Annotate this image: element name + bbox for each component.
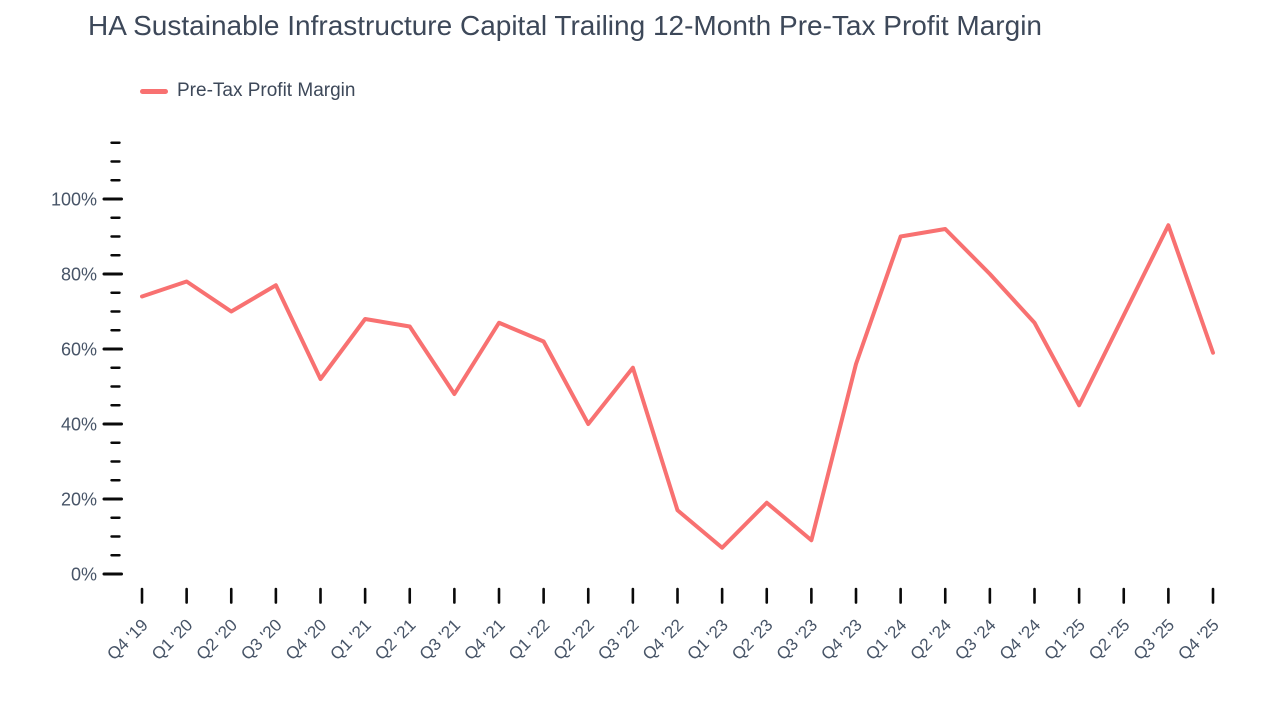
svg-text:Q1 '21: Q1 '21 <box>326 615 374 663</box>
svg-text:Q3 '20: Q3 '20 <box>237 615 285 663</box>
svg-text:Q2 '22: Q2 '22 <box>550 615 598 663</box>
chart-title: HA Sustainable Infrastructure Capital Tr… <box>88 10 1042 41</box>
svg-text:Q3 '23: Q3 '23 <box>773 615 821 663</box>
svg-text:80%: 80% <box>61 265 97 285</box>
svg-text:Q3 '24: Q3 '24 <box>951 615 999 663</box>
svg-text:Q2 '21: Q2 '21 <box>371 615 419 663</box>
svg-text:Q4 '23: Q4 '23 <box>817 615 865 663</box>
svg-text:Q1 '22: Q1 '22 <box>505 615 553 663</box>
svg-text:Q2 '24: Q2 '24 <box>907 615 955 663</box>
svg-text:Q4 '25: Q4 '25 <box>1174 615 1222 663</box>
svg-text:Q2 '20: Q2 '20 <box>193 615 241 663</box>
svg-text:Q4 '21: Q4 '21 <box>460 615 508 663</box>
svg-text:Q4 '20: Q4 '20 <box>282 615 330 663</box>
svg-text:60%: 60% <box>61 340 97 360</box>
svg-text:Q3 '21: Q3 '21 <box>416 615 464 663</box>
svg-text:40%: 40% <box>61 415 97 435</box>
y-axis-labels: 0% 20% 40% 60% 80% 100% <box>51 190 97 585</box>
svg-text:Q4 '22: Q4 '22 <box>639 615 687 663</box>
x-axis-ticks <box>140 587 1215 604</box>
svg-text:Q3 '22: Q3 '22 <box>594 615 642 663</box>
svg-text:Q2 '25: Q2 '25 <box>1085 615 1133 663</box>
svg-text:Q1 '25: Q1 '25 <box>1040 615 1088 663</box>
legend-line-swatch <box>140 88 168 94</box>
series-line-pre-tax-profit-margin <box>140 223 1215 550</box>
svg-text:Q1 '23: Q1 '23 <box>683 615 731 663</box>
svg-text:Q4 '24: Q4 '24 <box>996 615 1044 663</box>
legend: Pre-Tax Profit Margin <box>140 80 355 102</box>
svg-text:Q1 '20: Q1 '20 <box>148 615 196 663</box>
svg-text:Q3 '25: Q3 '25 <box>1130 615 1178 663</box>
svg-text:0%: 0% <box>71 565 97 585</box>
svg-text:20%: 20% <box>61 490 97 510</box>
svg-text:Q1 '24: Q1 '24 <box>862 615 910 663</box>
svg-text:Q2 '23: Q2 '23 <box>728 615 776 663</box>
legend-label: Pre-Tax Profit Margin <box>177 80 356 101</box>
svg-text:100%: 100% <box>51 190 97 210</box>
svg-text:Q4 '19: Q4 '19 <box>103 615 151 663</box>
y-axis-ticks <box>102 141 123 576</box>
